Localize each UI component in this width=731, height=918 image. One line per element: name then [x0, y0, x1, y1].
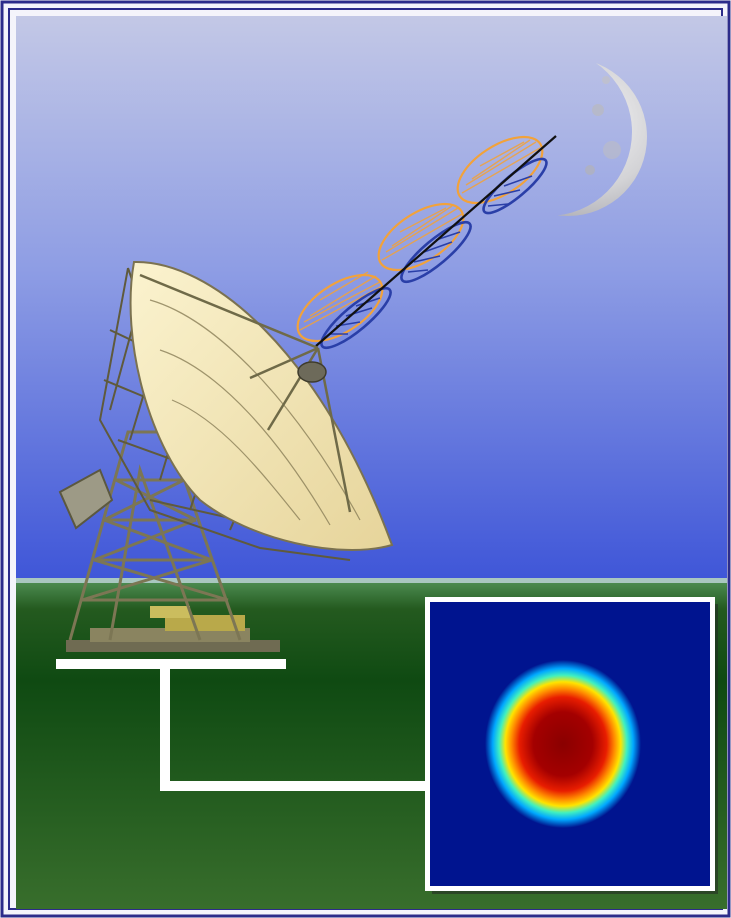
feed-horn [297, 361, 327, 383]
counterweight [58, 468, 114, 530]
signal-connector [56, 659, 432, 791]
wave-blue [320, 157, 548, 350]
horizon [16, 578, 727, 584]
telescope-mount [68, 430, 242, 641]
polarized-wave [296, 135, 557, 350]
connector-base-bar [56, 659, 286, 669]
connector-vertical [160, 665, 170, 791]
dish [129, 260, 394, 551]
heatmap-panel [425, 597, 718, 894]
telescope-base [66, 606, 280, 652]
connector-horizontal [160, 781, 432, 791]
propagation-axis [315, 135, 557, 347]
heatmap-blob [485, 660, 641, 828]
radio-telescope [58, 260, 394, 652]
